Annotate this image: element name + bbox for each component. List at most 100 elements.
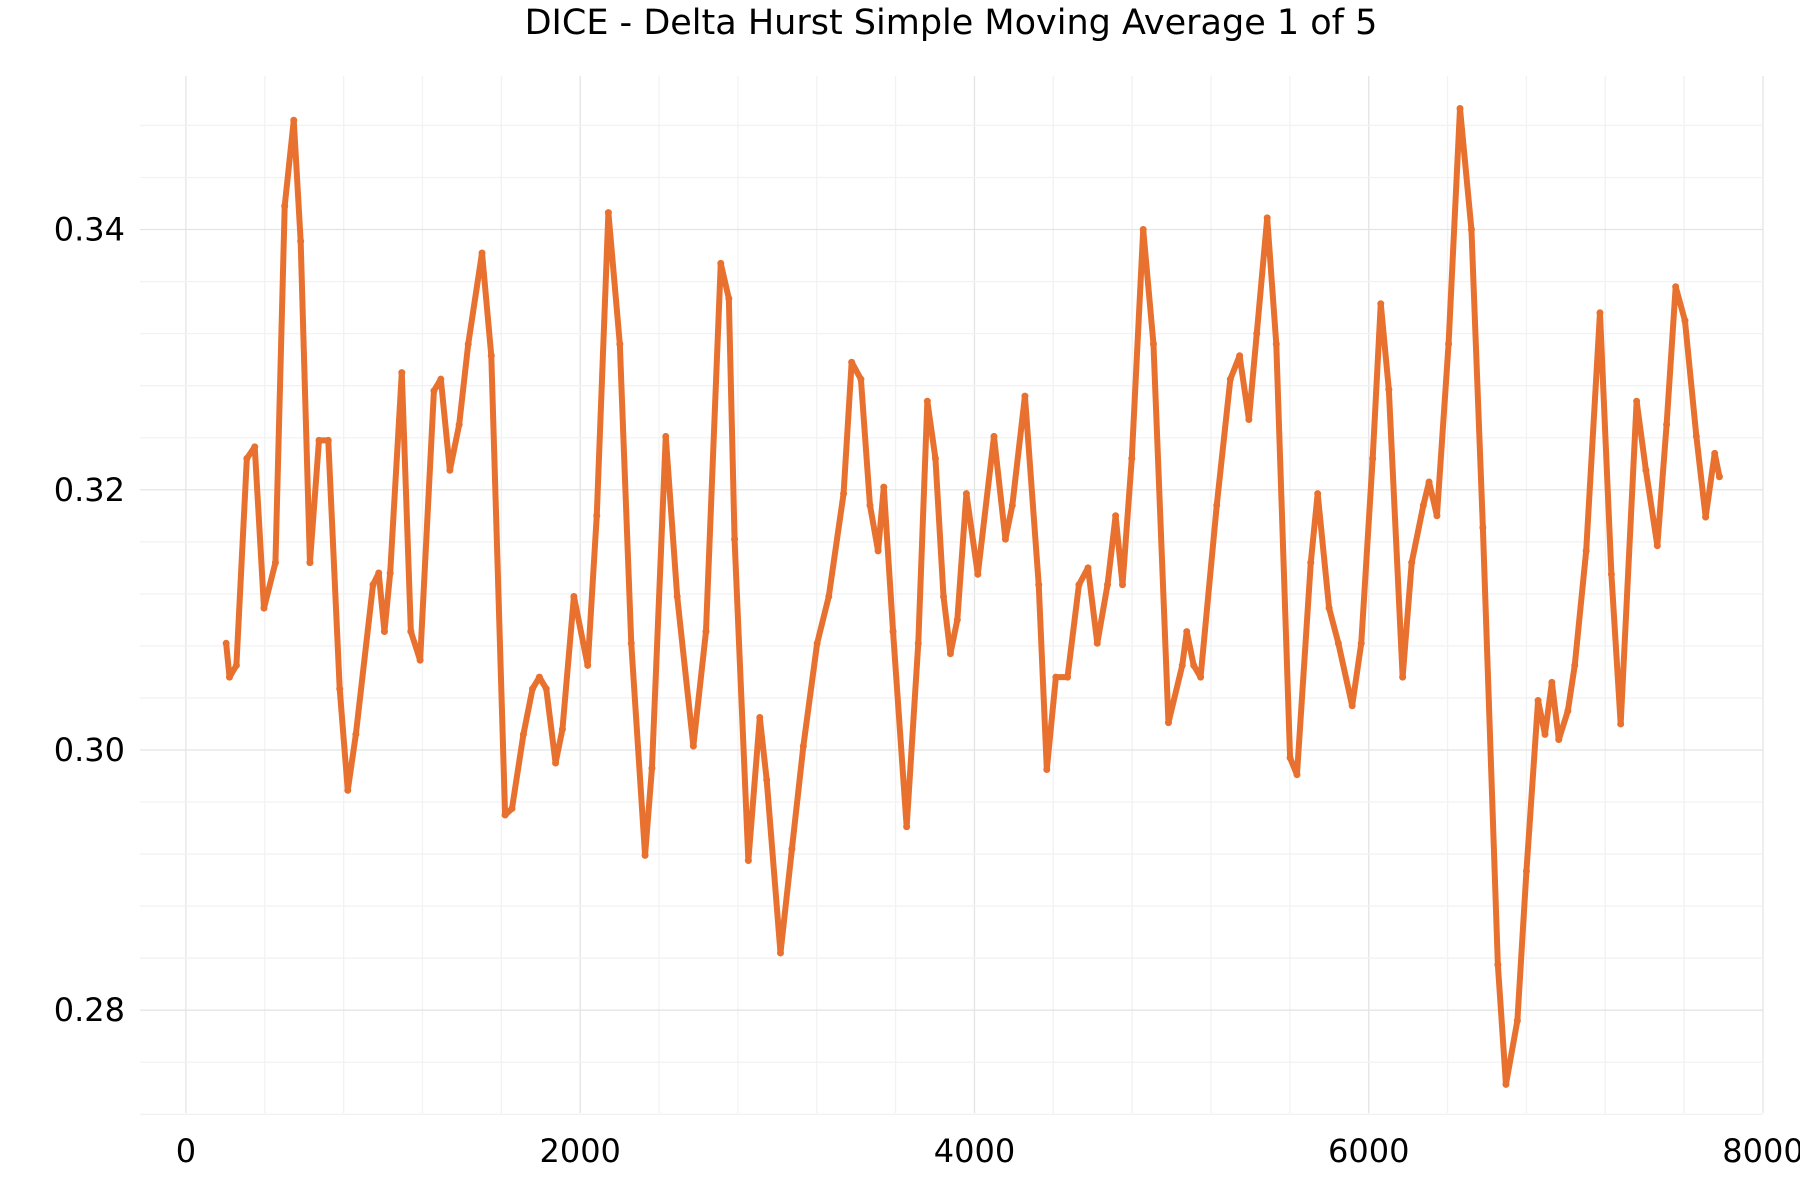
- data-point: [528, 685, 536, 693]
- data-point: [487, 352, 495, 360]
- data-point: [478, 249, 486, 257]
- data-point: [962, 490, 970, 498]
- data-point: [725, 294, 733, 302]
- data-point: [1307, 559, 1315, 567]
- data-point: [1582, 547, 1590, 555]
- data-point: [1408, 559, 1416, 567]
- data-point: [1272, 340, 1280, 348]
- x-tick-label: 8000: [1722, 1132, 1800, 1170]
- data-point: [1112, 512, 1120, 520]
- data-point: [1711, 449, 1719, 457]
- data-point: [763, 776, 771, 784]
- data-point: [1357, 639, 1365, 647]
- data-point: [297, 237, 305, 245]
- data-point: [225, 673, 233, 681]
- x-tick-label: 0: [176, 1132, 196, 1170]
- y-tick-label: 0.28: [54, 991, 125, 1029]
- data-point: [776, 949, 784, 957]
- data-point: [315, 436, 323, 444]
- data-point: [1052, 673, 1060, 681]
- data-point: [1164, 719, 1172, 727]
- data-point: [940, 592, 948, 600]
- data-point: [1348, 702, 1356, 710]
- data-point: [1043, 766, 1051, 774]
- data-point: [570, 592, 578, 600]
- data-point: [1399, 673, 1407, 681]
- data-point: [222, 639, 230, 647]
- data-point: [1494, 961, 1502, 969]
- y-axis: 0.28 0.30 0.32 0.34: [54, 211, 125, 1030]
- data-point: [1672, 283, 1680, 291]
- data-point: [508, 805, 516, 813]
- data-point: [866, 501, 874, 509]
- data-point: [616, 340, 624, 348]
- data-point: [1479, 523, 1487, 531]
- data-point: [1385, 386, 1393, 394]
- data-point: [1178, 661, 1186, 669]
- data-point: [1702, 513, 1710, 521]
- data-point: [306, 559, 314, 567]
- data-point: [880, 483, 888, 491]
- data-point: [1075, 581, 1083, 589]
- data-point: [416, 656, 424, 664]
- data-point: [1226, 375, 1234, 383]
- data-point: [1314, 490, 1322, 498]
- data-point: [1642, 466, 1650, 474]
- data-point: [344, 786, 352, 794]
- data-point: [455, 421, 463, 429]
- data-point: [1607, 570, 1615, 578]
- data-point: [1555, 736, 1563, 744]
- data-point: [813, 639, 821, 647]
- data-point: [1183, 628, 1191, 636]
- x-tick-label: 6000: [1328, 1132, 1409, 1170]
- data-point: [1149, 340, 1157, 348]
- data-point: [953, 616, 961, 624]
- data-point: [825, 592, 833, 600]
- data-point: [662, 432, 670, 440]
- data-point: [1286, 754, 1294, 762]
- data-point: [1190, 661, 1198, 669]
- data-point: [914, 639, 922, 647]
- data-point: [1128, 455, 1136, 463]
- data-point: [1456, 105, 1464, 113]
- data-point: [281, 202, 289, 210]
- data-point: [848, 358, 856, 366]
- data-point: [1197, 673, 1205, 681]
- data-point: [558, 725, 566, 733]
- data-point: [1064, 673, 1072, 681]
- data-point: [903, 823, 911, 831]
- data-point: [593, 512, 601, 520]
- data-point: [1564, 707, 1572, 715]
- data-point: [1001, 535, 1009, 543]
- data-point: [673, 592, 681, 600]
- data-point: [1377, 300, 1385, 308]
- data-point: [1119, 581, 1127, 589]
- data-point: [731, 535, 739, 543]
- data-point: [1548, 678, 1556, 686]
- data-point: [407, 628, 415, 636]
- y-tick-label: 0.34: [54, 211, 125, 249]
- data-point: [519, 730, 527, 738]
- data-point: [744, 857, 752, 865]
- data-point: [535, 673, 543, 681]
- data-point: [689, 742, 697, 750]
- data-point: [324, 436, 332, 444]
- data-point: [604, 209, 612, 217]
- data-point: [251, 443, 259, 451]
- data-point: [1035, 581, 1043, 589]
- y-tick-label: 0.30: [54, 731, 125, 769]
- data-point: [386, 569, 394, 577]
- data-point: [1253, 330, 1261, 338]
- data-point: [1653, 542, 1661, 550]
- data-point: [702, 628, 710, 636]
- data-point: [931, 455, 939, 463]
- data-point: [1513, 1017, 1521, 1025]
- data-point: [1008, 501, 1016, 509]
- data-point: [1093, 639, 1101, 647]
- data-point: [1541, 730, 1549, 738]
- data-point: [840, 490, 848, 498]
- data-point: [1236, 352, 1244, 360]
- data-point: [1502, 1080, 1510, 1088]
- data-point: [1419, 501, 1427, 509]
- data-point: [641, 851, 649, 859]
